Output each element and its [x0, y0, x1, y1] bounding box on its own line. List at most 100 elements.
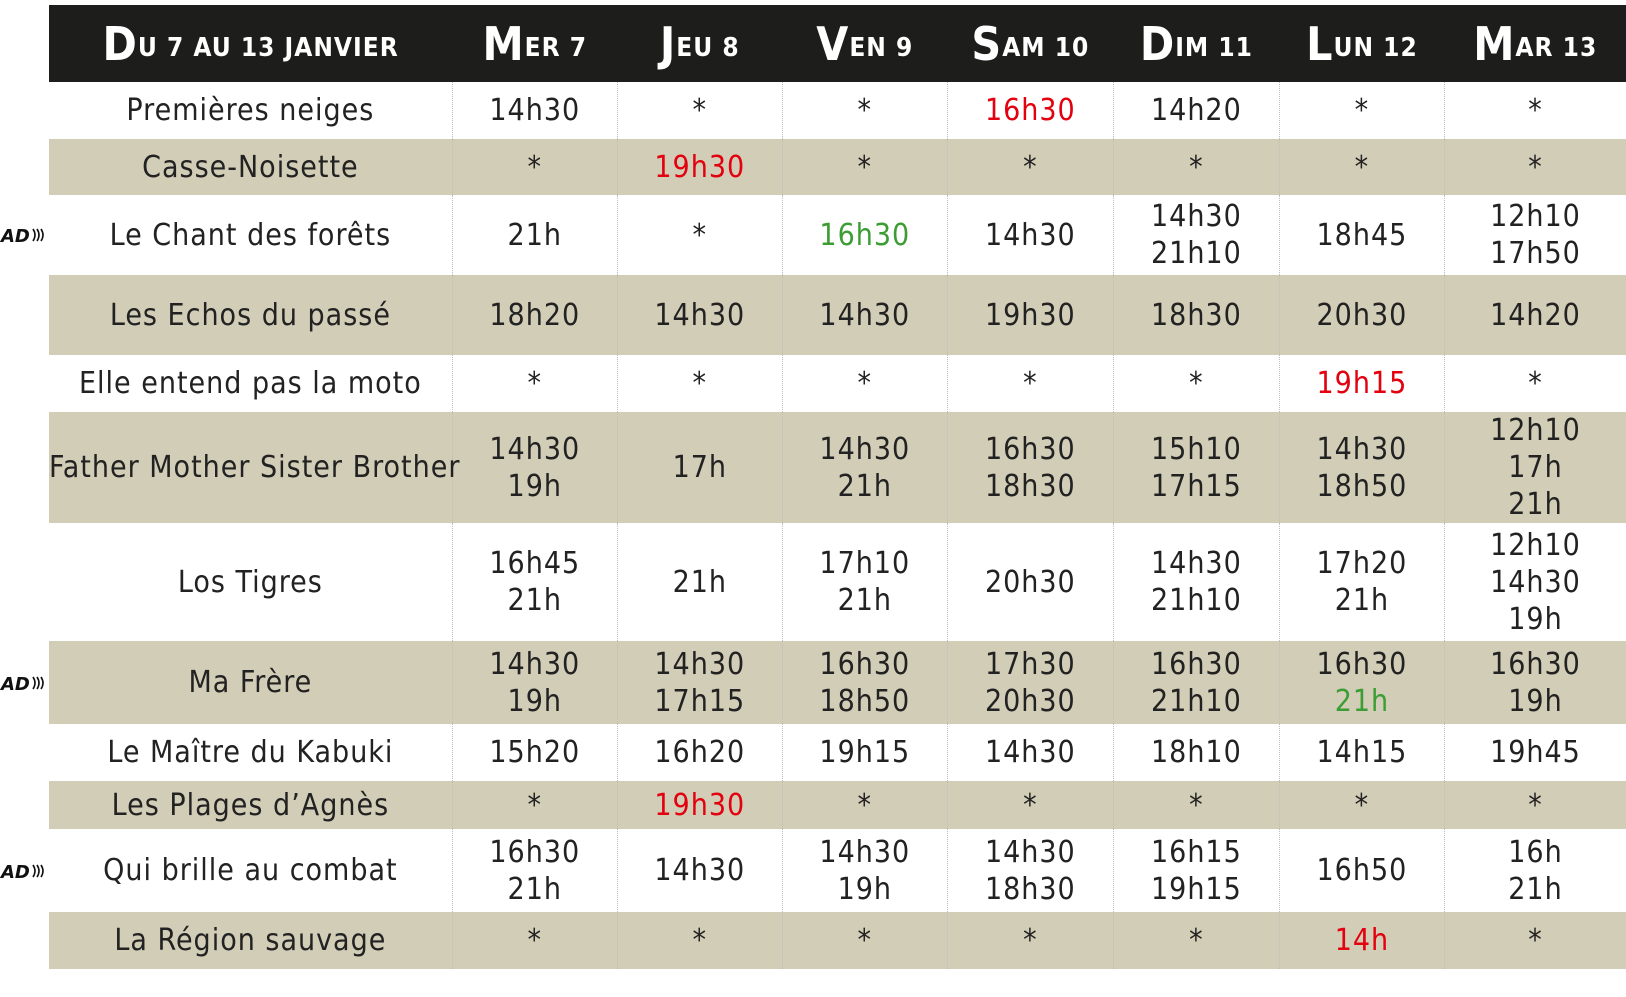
showtime-cell: 14h30	[616, 829, 783, 912]
showtime: 21h	[837, 468, 893, 504]
showtime: 14h30	[654, 297, 746, 333]
no-showing-marker: *	[1023, 149, 1038, 185]
no-showing-marker: *	[527, 366, 543, 401]
showtime-cell: 14h30	[946, 724, 1114, 781]
showtime-cell: *	[946, 912, 1114, 969]
showtime-cell: 14h30 21h10	[1112, 195, 1280, 275]
showtime: 21h10	[1150, 583, 1242, 618]
no-showing-marker: *	[692, 923, 708, 958]
showtime: 14h30	[1150, 546, 1242, 581]
film-row: Los Tigres 16h45 21h 21h 17h10 21h 20h30 14h30 2…	[49, 523, 1626, 641]
no-showing-marker: *	[1354, 149, 1370, 185]
showtime: 21h	[507, 217, 562, 253]
showtime: 18h50	[819, 683, 911, 719]
showtime-cell: 21h	[616, 523, 783, 641]
showtime: 21h	[1508, 487, 1563, 522]
no-showing-marker: *	[692, 366, 708, 401]
showtime: 17h	[672, 450, 728, 485]
day-initial: D	[1139, 16, 1176, 71]
day-header-mon: LUN 12	[1279, 5, 1444, 82]
showtime: 21h	[1334, 683, 1390, 719]
no-showing-marker: *	[692, 217, 708, 253]
showtime: 17h15	[1150, 468, 1242, 504]
showtime-cell: *	[1278, 82, 1445, 139]
day-header-sat: SAM 10	[947, 5, 1113, 82]
showtime: 14h30	[819, 431, 911, 467]
film-title: Les Echos du passé	[49, 275, 453, 355]
day-rest: UN 12	[1333, 32, 1418, 63]
showtime: 17h15	[654, 683, 746, 719]
showtime: 14h30	[1316, 431, 1408, 467]
day-initial: M	[482, 16, 525, 71]
showtime-cell: 17h10 21h	[781, 523, 948, 641]
day-rest: IM 11	[1175, 32, 1253, 63]
film-row: Le Maître du Kabuki 15h20 16h20 19h15 14h30 1…	[49, 724, 1626, 781]
showtime-cell: *	[451, 139, 618, 195]
day-rest: EN 9	[849, 32, 914, 63]
schedule-body: Premières neiges 14h30 * * 16h30 14h20 * * Casse…	[49, 82, 1626, 969]
showtime: 14h30	[489, 431, 581, 467]
showtime-cell: 14h30 17h15	[616, 641, 783, 724]
showtime: 15h10	[1150, 431, 1242, 467]
showtime-cell: 14h20	[1112, 82, 1280, 139]
no-showing-marker: *	[1528, 923, 1543, 958]
showtime: 17h30	[984, 646, 1076, 682]
showtime-cell: *	[616, 82, 783, 139]
day-rest: EU 8	[676, 32, 740, 63]
showtime: 16h30	[819, 217, 911, 253]
showtime-cell: 19h30	[616, 139, 783, 195]
showtime: 21h	[1508, 871, 1563, 907]
day-header-wed: MER 7	[452, 5, 617, 82]
showtime: 14h30	[1150, 199, 1242, 234]
showtime: 18h20	[489, 297, 581, 333]
day-header-tue: MAR 13	[1444, 5, 1626, 82]
showtime-cell: *	[946, 781, 1114, 829]
showtime-cell: 17h20 21h	[1278, 523, 1445, 641]
film-row: Ma Frère 14h30 19h 14h30 17h15 16h30 18h50 17h3…	[49, 641, 1626, 724]
film-row: Elle entend pas la moto * * * * * 19h15 *	[49, 355, 1626, 412]
no-showing-marker: *	[1528, 93, 1543, 128]
showtime-cell: *	[1112, 781, 1280, 829]
showtime-cell: *	[1443, 82, 1626, 139]
day-rest: ER 7	[524, 32, 588, 63]
showtime: 14h30	[1490, 564, 1581, 600]
showtime-cell: 15h10 17h15	[1112, 412, 1280, 523]
no-showing-marker: *	[527, 923, 543, 958]
showtime-cell: *	[1443, 139, 1626, 195]
no-showing-marker: *	[1528, 787, 1543, 823]
showtime-cell: 14h30	[616, 275, 783, 355]
showtime-cell: 16h30 19h	[1443, 641, 1626, 724]
showtime: 16h50	[1316, 853, 1408, 888]
showtime-cell: 16h15 19h15	[1112, 829, 1280, 912]
showtime-cell: 18h30	[1112, 275, 1280, 355]
showtime-cell: 17h30 20h30	[946, 641, 1114, 724]
showtime-cell: 16h30 21h	[451, 829, 618, 912]
day-initial: L	[1306, 16, 1334, 71]
showtime: 19h	[507, 683, 562, 719]
showtime: 16h	[1508, 834, 1563, 870]
showtime: 16h20	[654, 735, 746, 770]
showtime-cell: 12h10 17h50	[1443, 195, 1626, 275]
showtime-cell: *	[946, 139, 1114, 195]
showtime-cell: 12h10 14h30 19h	[1443, 523, 1626, 641]
no-showing-marker: *	[527, 149, 543, 185]
showtime-cell: *	[451, 355, 618, 412]
showtime: 19h45	[1490, 735, 1581, 770]
no-showing-marker: *	[1189, 923, 1204, 958]
no-showing-marker: *	[1189, 149, 1204, 185]
showtime-cell: *	[1443, 355, 1626, 412]
showtime-cell: 14h30 19h	[451, 412, 618, 523]
film-title: Premières neiges	[49, 82, 453, 139]
showtime: 12h10	[1490, 413, 1581, 448]
showtime-cell: 19h30	[616, 781, 783, 829]
showtime-cell: 21h	[451, 195, 618, 275]
showtime-cell: 16h 21h	[1443, 829, 1626, 912]
showtime: 14h30	[984, 834, 1076, 870]
showtime: 14h30	[984, 217, 1076, 253]
showtime-cell: 14h30	[946, 195, 1114, 275]
showtime: 14h30	[819, 297, 911, 333]
showtime-cell: 16h30	[946, 82, 1114, 139]
showtime: 14h30	[489, 646, 581, 682]
schedule-table: DU 7 AU 13 JANVIER MER 7 JEU 8 VEN 9 SAM…	[49, 5, 1626, 969]
film-row: Casse-Noisette * 19h30 * * * * *	[49, 139, 1626, 195]
